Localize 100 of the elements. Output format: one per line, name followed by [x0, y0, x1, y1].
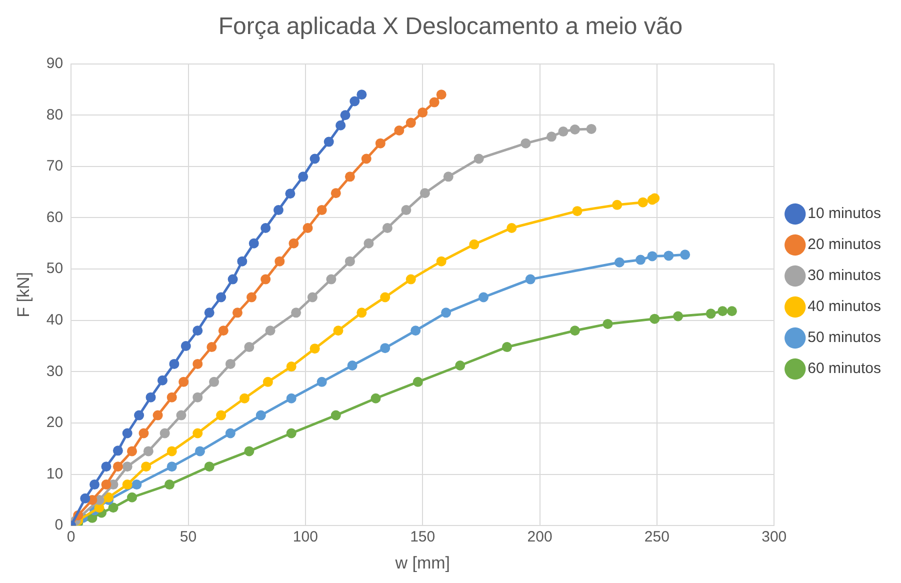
point [647, 251, 658, 262]
x-tick-label: 100 [292, 528, 318, 546]
point [216, 410, 226, 420]
point [316, 205, 327, 216]
point [176, 410, 186, 420]
point [244, 446, 254, 456]
point [326, 274, 336, 284]
point [166, 462, 177, 472]
point [474, 154, 484, 164]
point [650, 314, 660, 324]
point [108, 502, 118, 513]
point [141, 462, 152, 472]
point [178, 376, 189, 387]
point [650, 193, 660, 204]
y-tick-label: 90 [46, 54, 64, 72]
point [194, 446, 205, 456]
point [286, 362, 296, 372]
point [260, 222, 271, 233]
point [336, 120, 346, 130]
legend-label: 40 minutos [808, 298, 881, 316]
point [157, 375, 168, 386]
y-tick-label: 0 [54, 516, 64, 534]
y-tick-label: 80 [46, 106, 64, 124]
point [718, 306, 728, 316]
point [192, 428, 203, 438]
point [248, 238, 259, 248]
point [706, 308, 716, 319]
y-axis-title: F [kN] [14, 272, 33, 318]
y-tick-label: 30 [46, 362, 64, 380]
point [361, 154, 372, 164]
point [307, 292, 318, 302]
point [469, 239, 480, 250]
x-tick-label: 50 [180, 528, 197, 546]
point [204, 308, 214, 318]
point [370, 393, 381, 404]
point [664, 250, 674, 261]
point [356, 308, 367, 318]
point [406, 274, 416, 284]
y-tick-label: 20 [46, 414, 64, 432]
point [216, 292, 226, 302]
point [506, 222, 517, 233]
point [286, 393, 296, 404]
point [478, 292, 489, 302]
chart-title: Força aplicada X Deslocamento a meio vão [218, 13, 683, 40]
point [204, 462, 214, 472]
point [636, 254, 646, 265]
point [680, 250, 690, 260]
point [152, 410, 163, 420]
point [614, 257, 624, 268]
point [274, 256, 285, 266]
point [286, 428, 296, 438]
point [586, 124, 596, 134]
point [443, 172, 454, 182]
point [344, 256, 355, 266]
point [310, 344, 320, 354]
point [80, 493, 90, 504]
point [570, 124, 580, 134]
point [429, 97, 440, 108]
point [160, 428, 170, 438]
point [558, 126, 568, 137]
point [436, 90, 446, 100]
point [166, 392, 177, 402]
point [364, 238, 374, 248]
point [350, 96, 360, 106]
x-tick-label: 0 [66, 528, 76, 546]
point [412, 376, 423, 387]
point [380, 343, 390, 354]
y-tick-label: 10 [46, 465, 64, 482]
point [273, 205, 284, 216]
legend-label: 10 minutos [808, 205, 881, 222]
point [209, 376, 220, 387]
x-axis-title: w [mm] [394, 553, 450, 572]
point [436, 256, 446, 266]
y-tick-label: 50 [46, 260, 64, 278]
point [218, 326, 228, 336]
point [612, 200, 622, 210]
point [333, 326, 344, 336]
point [347, 360, 358, 371]
y-tick-label: 60 [46, 208, 64, 226]
point [382, 222, 392, 233]
x-tick-label: 300 [762, 528, 787, 546]
point [455, 360, 466, 371]
point [302, 222, 313, 233]
point [380, 292, 390, 302]
point [146, 392, 156, 402]
point [90, 480, 100, 490]
point [330, 188, 341, 198]
point [192, 392, 203, 402]
point [726, 306, 737, 316]
x-tick-label: 200 [527, 528, 552, 546]
point [502, 342, 512, 352]
point [406, 118, 416, 128]
point [127, 492, 138, 502]
point [228, 274, 238, 284]
point [356, 90, 367, 100]
point [572, 206, 582, 216]
point [232, 308, 242, 318]
point [394, 126, 404, 136]
point [420, 188, 430, 198]
point [101, 480, 112, 490]
